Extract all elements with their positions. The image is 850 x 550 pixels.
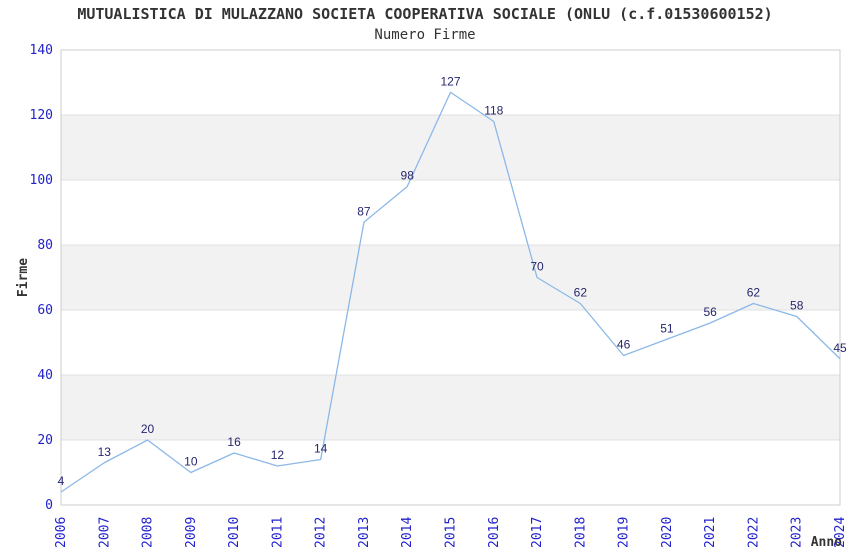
x-tick-label: 2012 — [314, 517, 329, 548]
data-label: 51 — [660, 321, 674, 335]
y-axis-title: Firme — [16, 258, 31, 297]
data-label: 45 — [833, 341, 847, 355]
data-label: 70 — [530, 260, 544, 274]
x-tick-label: 2017 — [530, 517, 545, 548]
y-tick-label: 40 — [37, 368, 53, 383]
x-tick-label: 2015 — [444, 517, 459, 548]
x-tick-label: 2010 — [227, 517, 242, 548]
x-tick-label: 2011 — [270, 517, 285, 548]
x-tick-label: 2022 — [746, 517, 761, 548]
x-tick-label: 2019 — [617, 517, 632, 548]
x-tick-label: 2008 — [141, 517, 156, 548]
x-tick-label: 2024 — [833, 517, 848, 548]
data-label: 16 — [227, 435, 241, 449]
data-label: 4 — [58, 474, 65, 488]
y-tick-label: 120 — [30, 108, 53, 123]
y-tick-label: 100 — [30, 173, 53, 188]
y-tick-label: 0 — [45, 498, 53, 513]
x-tick-label: 2013 — [357, 517, 372, 548]
plot-band — [61, 375, 840, 440]
x-tick-label: 2014 — [400, 517, 415, 548]
data-label: 14 — [314, 442, 328, 456]
data-label: 62 — [747, 286, 761, 300]
y-tick-label: 80 — [37, 238, 53, 253]
x-tick-label: 2020 — [660, 517, 675, 548]
data-label: 62 — [574, 286, 588, 300]
data-label: 20 — [141, 422, 155, 436]
x-tick-label: 2007 — [97, 517, 112, 548]
data-label: 10 — [184, 455, 198, 469]
x-tick-label: 2023 — [790, 517, 805, 548]
x-tick-label: 2006 — [54, 517, 69, 548]
plot-band — [61, 115, 840, 180]
data-label: 56 — [703, 305, 717, 319]
chart-title: MUTUALISTICA DI MULAZZANO SOCIETA COOPER… — [77, 5, 773, 23]
x-tick-label: 2016 — [487, 517, 502, 548]
x-tick-label: 2009 — [184, 517, 199, 548]
plot-border — [60, 49, 841, 506]
chart-subtitle: Numero Firme — [374, 27, 476, 43]
series-line — [60, 91, 841, 493]
data-label: 98 — [401, 169, 415, 183]
data-label: 127 — [440, 74, 460, 88]
x-tick-label: 2021 — [703, 517, 718, 548]
y-tick-label: 20 — [37, 433, 53, 448]
data-label: 13 — [98, 445, 112, 459]
y-tick-label: 60 — [37, 303, 53, 318]
y-tick-label: 140 — [30, 43, 53, 58]
x-tick-label: 2018 — [573, 517, 588, 548]
plot-band — [61, 245, 840, 310]
data-label: 87 — [357, 204, 371, 218]
data-label: 12 — [271, 448, 285, 462]
data-label: 58 — [790, 299, 804, 313]
x-axis-title: Anno — [811, 535, 842, 550]
data-label: 46 — [617, 338, 631, 352]
data-label: 118 — [484, 104, 503, 118]
